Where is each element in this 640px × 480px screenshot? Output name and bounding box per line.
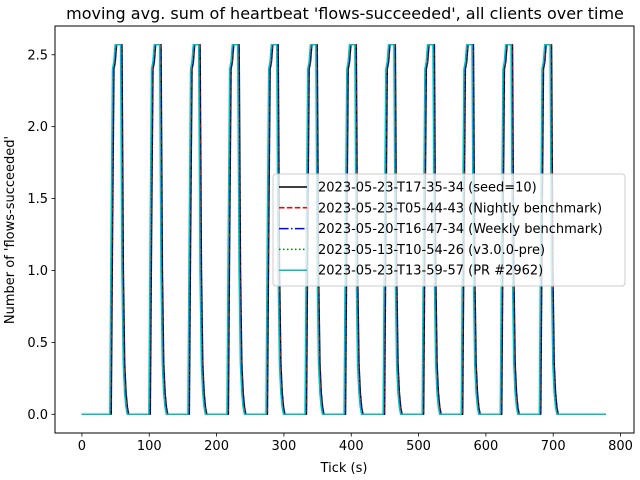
x-tick-label: 0 <box>78 439 86 454</box>
legend: 2023-05-23-T17-35-34 (seed=10) 2023-05-23… <box>272 173 626 287</box>
x-tick-label: 800 <box>608 439 633 454</box>
legend-label: 2023-05-23-T17-35-34 (seed=10) <box>318 181 537 196</box>
x-axis-label: Tick (s) <box>320 461 368 476</box>
x-tick-label: 400 <box>339 439 364 454</box>
y-tick-label: 0.0 <box>27 408 48 423</box>
y-tick-label: 1.0 <box>27 264 48 279</box>
x-tick-label: 100 <box>137 439 162 454</box>
chart-title: moving avg. sum of heartbeat 'flows-succ… <box>66 4 624 23</box>
x-tick-label: 500 <box>406 439 431 454</box>
y-tick-label: 2.0 <box>27 120 48 135</box>
y-tick-label: 0.5 <box>27 336 48 351</box>
y-tick-label: 2.5 <box>27 48 48 63</box>
series-line <box>81 43 606 416</box>
x-axis: 0 100 200 300 400 500 600 700 800 <box>78 433 633 454</box>
y-tick-label: 1.5 <box>27 192 48 207</box>
plot-lines <box>81 43 606 416</box>
legend-label: 2023-05-23-T05-44-43 (Nightly benchmark) <box>318 201 602 216</box>
x-tick-label: 700 <box>541 439 566 454</box>
legend-box <box>272 173 626 287</box>
x-tick-label: 200 <box>204 439 229 454</box>
x-tick-label: 600 <box>473 439 498 454</box>
y-axis-label: Number of 'flows-succeeded' <box>3 136 18 324</box>
plot-frame <box>54 25 635 434</box>
y-axis: 0.0 0.5 1.0 1.5 2.0 2.5 <box>27 48 55 423</box>
x-tick-label: 300 <box>271 439 296 454</box>
legend-label: 2023-05-13-T10-54-26 (v3.0.0-pre) <box>318 243 545 258</box>
legend-label: 2023-05-20-T16-47-34 (Weekly benchmark) <box>318 222 603 237</box>
legend-label: 2023-05-23-T13-59-57 (PR #2962) <box>318 264 543 279</box>
